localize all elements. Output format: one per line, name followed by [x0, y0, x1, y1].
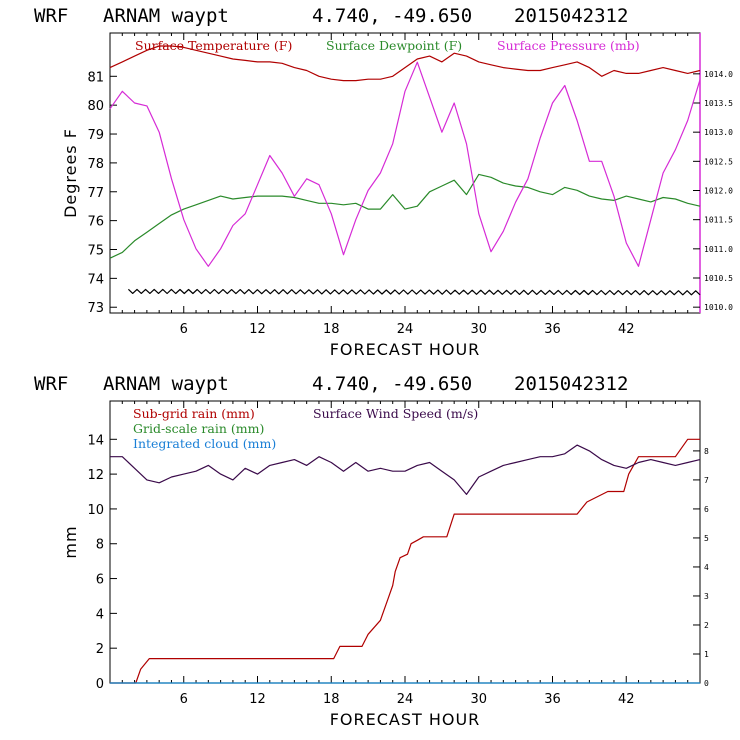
panel-2-y-tick-label: 0 [96, 677, 104, 692]
panel-1-header: WRF ARNAM waypt 4.740, -49.650 201504231… [34, 5, 628, 27]
panel-2-model: WRF [34, 373, 68, 395]
panel-2-y-tick-label: 6 [96, 573, 104, 588]
panel-2-header: WRF ARNAM waypt 4.740, -49.650 201504231… [34, 373, 628, 395]
panel-1-y-tick-label: 79 [87, 128, 104, 143]
panel-2-chart: 6 12 18 24 30 36 4202468101214012345678FORECAS… [61, 400, 709, 729]
panel-2-y-tick-label: 14 [87, 433, 104, 448]
panel-1-y-axis-label: Degrees F [61, 128, 80, 218]
panel-1-datetime: 2015042312 [514, 5, 628, 27]
panel-2-coords: 4.740, -49.650 [312, 373, 472, 395]
panel-2-legend-entry: Grid-scale rain (mm) [133, 421, 264, 436]
panel-2-y2-tick-label: 1 [704, 650, 709, 659]
panel-2-x-tick-label: 30 [470, 692, 487, 707]
panel-2-y-tick-label: 10 [87, 503, 104, 518]
panel-1-x-tick-label: 42 [618, 322, 635, 337]
panel-2-legend-entry: Surface Wind Speed (m/s) [313, 406, 478, 421]
panel-1-x-tick-label: 36 [544, 322, 561, 337]
panel-1-legend-entry: Surface Dewpoint (F) [326, 38, 462, 53]
panel-2-y-tick-label: 12 [87, 468, 104, 483]
panel-2-x-tick-label: 12 [249, 692, 266, 707]
panel-2-y2-tick-label: 3 [704, 592, 709, 601]
panel-2-series-sub-grid-rain-mm [110, 438, 700, 684]
panel-1-y-tick-label: 80 [87, 99, 104, 114]
panel-1-x-tick-label: 30 [470, 322, 487, 337]
panel-2-x-tick-label: 42 [618, 692, 635, 707]
panel-1-y2-tick-label: 1013.0 [704, 128, 733, 137]
panel-1-x-tick-label: 12 [249, 322, 266, 337]
panel-2-x-tick-label: 18 [323, 692, 340, 707]
panel-2-y2-tick-label: 7 [704, 476, 709, 485]
panel-2-y2-tick-label: 6 [704, 505, 709, 514]
panel-1-y2-tick-label: 1010.0 [704, 303, 733, 312]
panel-1-y-tick-label: 74 [87, 272, 104, 287]
panel-2-series-surface-wind-speed-m-s [110, 444, 701, 495]
panel-2-y-tick-label: 4 [96, 607, 104, 622]
panel-2-x-tick-label: 24 [397, 692, 414, 707]
panel-2-station: ARNAM waypt [103, 373, 229, 395]
panel-2-y2-tick-label: 5 [704, 534, 709, 543]
panel-1-legend-entry: Surface Pressure (mb) [497, 38, 640, 53]
panel-1-chart: 6 12 18 24 30 36 42 73 74 75 76 77 78 79 80 81 1010.0 101… [61, 32, 733, 359]
panel-2-legend-entry: Integrated cloud (mm) [133, 436, 276, 451]
panel-1-y2-tick-label: 1011.5 [704, 216, 733, 225]
panel-1-series-surface-pressure-mb [109, 61, 701, 267]
panel-1-y2-tick-label: 1012.0 [704, 187, 733, 196]
panel-1-y-tick-label: 81 [87, 70, 104, 85]
panel-1-y2-tick-label: 1011.0 [704, 245, 733, 254]
panel-2-y2-tick-label: 4 [704, 563, 709, 572]
panel-1-x-tick-label: 24 [397, 322, 414, 337]
panel-2-y-axis-label: mm [61, 525, 80, 558]
panel-2-y2-tick-label: 0 [704, 679, 709, 688]
panel-2-y2-tick-label: 2 [704, 621, 709, 630]
panel-1-y-tick-label: 76 [87, 215, 104, 230]
panel-1-y-tick-label: 77 [87, 186, 104, 201]
panel-1-y2-tick-label: 1013.5 [704, 99, 733, 108]
panel-1-legend-entry: Surface Temperature (F) [135, 38, 292, 53]
panel-1-y-tick-label: 78 [87, 157, 104, 172]
panel-2-y-tick-label: 8 [96, 538, 104, 553]
panel-1-x-tick-label: 6 [180, 322, 188, 337]
panel-1-y2-tick-label: 1014.0 [704, 70, 733, 79]
panel-2-y2-tick-label: 8 [704, 447, 709, 456]
panel-1-y-tick-label: 75 [87, 243, 104, 258]
panel-1-station: ARNAM waypt [103, 5, 229, 27]
panel-2-x-axis-label: FORECAST HOUR [330, 710, 481, 729]
panel-1-series-surface-dewpoint-f [109, 173, 701, 259]
panel-1-y2-tick-label: 1010.5 [704, 274, 733, 283]
panel-1-x-tick-label: 18 [323, 322, 340, 337]
panel-1-x-axis-label: FORECAST HOUR [330, 340, 481, 359]
panel-2-x-tick-label: 6 [180, 692, 188, 707]
panel-2-datetime: 2015042312 [514, 373, 628, 395]
panel-1-plot-frame [109, 32, 701, 314]
panel-1-coords: 4.740, -49.650 [312, 5, 472, 27]
panel-2-x-tick-label: 36 [544, 692, 561, 707]
panel-2-legend-entry: Sub-grid rain (mm) [133, 406, 255, 421]
panel-1-model: WRF [34, 5, 68, 27]
panel-2-y-tick-label: 2 [96, 642, 104, 657]
panel-1-y2-tick-label: 1012.5 [704, 157, 733, 166]
panel-1-series-surface-temperature-f [109, 45, 701, 82]
panel-1-series-zigzag [127, 288, 701, 296]
panel-1-y-tick-label: 73 [87, 301, 104, 316]
